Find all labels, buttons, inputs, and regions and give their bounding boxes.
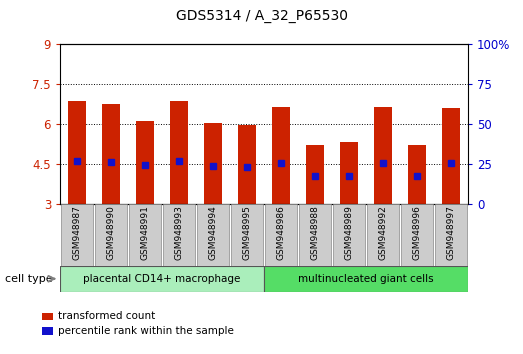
Bar (435, 204, 468, 266)
Bar (238, 125, 256, 204)
Bar (163, 204, 196, 266)
Bar (264, 266, 468, 292)
Text: GSM948997: GSM948997 (447, 205, 456, 260)
Text: GSM948996: GSM948996 (413, 205, 422, 260)
Bar (129, 204, 162, 266)
Text: GSM948995: GSM948995 (243, 205, 252, 260)
Bar (367, 204, 400, 266)
Bar (197, 204, 230, 266)
Text: GDS5314 / A_32_P65530: GDS5314 / A_32_P65530 (176, 9, 347, 23)
Bar (299, 204, 332, 266)
Bar (102, 104, 120, 204)
Text: GSM948992: GSM948992 (379, 205, 388, 260)
Bar (136, 121, 154, 204)
Bar (265, 204, 298, 266)
Text: GSM948990: GSM948990 (107, 205, 116, 260)
Bar (231, 204, 264, 266)
Text: GSM948991: GSM948991 (141, 205, 150, 260)
Bar (68, 101, 86, 204)
Text: GSM948987: GSM948987 (73, 205, 82, 260)
Bar (401, 204, 434, 266)
Text: placental CD14+ macrophage: placental CD14+ macrophage (84, 274, 241, 284)
Bar (170, 101, 188, 204)
Bar (204, 122, 222, 204)
Text: GSM948986: GSM948986 (277, 205, 286, 260)
Bar (408, 145, 426, 204)
Bar (333, 204, 366, 266)
Text: percentile rank within the sample: percentile rank within the sample (58, 326, 233, 336)
Text: multinucleated giant cells: multinucleated giant cells (298, 274, 434, 284)
Bar (374, 107, 392, 204)
Bar (272, 107, 290, 204)
Bar (95, 204, 128, 266)
Bar (442, 108, 460, 204)
Bar (61, 204, 94, 266)
Bar (60, 266, 264, 292)
Text: transformed count: transformed count (58, 312, 155, 321)
Text: GSM948993: GSM948993 (175, 205, 184, 260)
Bar (340, 143, 358, 204)
Text: GSM948988: GSM948988 (311, 205, 320, 260)
Text: GSM948994: GSM948994 (209, 205, 218, 260)
Text: cell type: cell type (5, 274, 53, 284)
Bar (306, 145, 324, 204)
Text: GSM948989: GSM948989 (345, 205, 354, 260)
